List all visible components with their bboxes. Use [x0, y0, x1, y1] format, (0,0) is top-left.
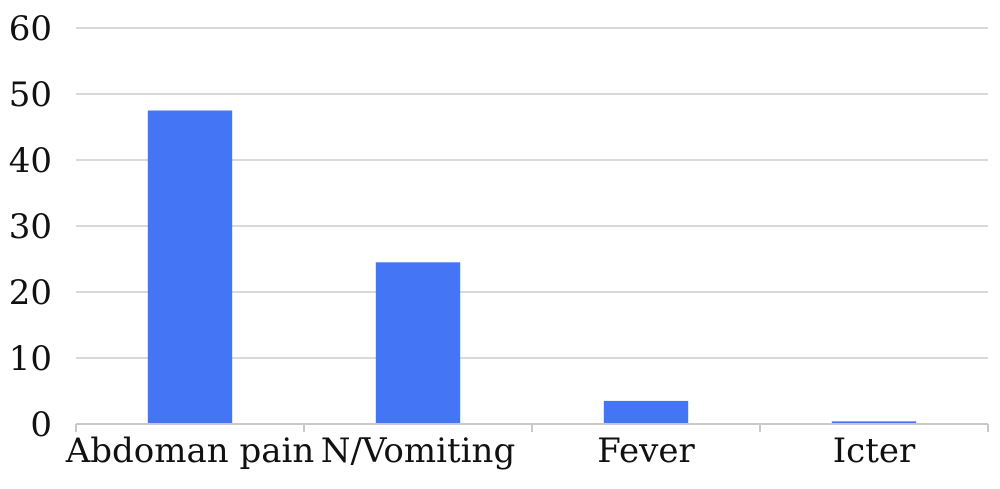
y-tick-label-20: 20 [9, 273, 52, 313]
x-category-label-n-vomiting: N/Vomiting [321, 431, 515, 471]
bar-fever [603, 400, 689, 424]
bar-icter [831, 421, 917, 424]
x-category-label-fever: Fever [597, 431, 695, 471]
y-tick-label-60: 60 [9, 9, 52, 49]
y-tick-label-40: 40 [9, 141, 52, 181]
x-category-label-abdoman-pain: Abdoman pain [65, 431, 315, 471]
x-axis [75, 423, 989, 432]
y-tick-label-30: 30 [9, 207, 52, 247]
y-tick-label-50: 50 [9, 75, 52, 115]
bar-abdoman-pain [147, 110, 233, 424]
x-category-label-icter: Icter [833, 431, 916, 471]
y-tick-label-0: 0 [30, 405, 52, 445]
bar-n-vomiting [375, 262, 461, 424]
bars [147, 110, 917, 424]
y-axis-tick-labels: 0 10 20 30 40 50 60 [9, 9, 52, 445]
y-tick-label-10: 10 [9, 339, 52, 379]
x-axis-category-labels: Abdoman pain N/Vomiting Fever Icter [65, 431, 916, 471]
